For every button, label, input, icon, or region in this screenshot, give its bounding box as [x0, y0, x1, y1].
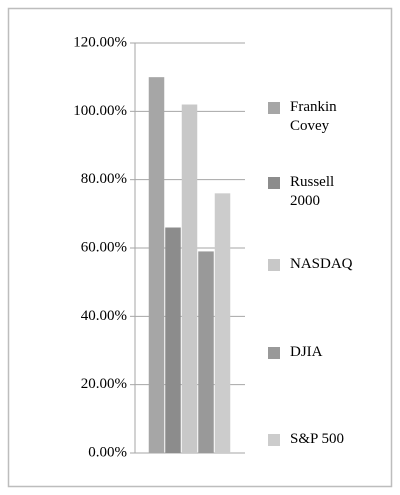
legend-swatch: [268, 259, 280, 271]
bar: [165, 227, 181, 453]
legend-item: DJIA: [268, 343, 378, 362]
legend-label: DJIA: [290, 344, 323, 360]
y-tick-label: 40.00%: [81, 308, 127, 324]
y-tick-label: 60.00%: [81, 239, 127, 255]
y-tick-label: 120.00%: [73, 34, 127, 50]
legend-label: S&P 500: [290, 431, 345, 447]
legend-label: Russell 2000: [290, 174, 335, 209]
legend-item: Frankin Covey: [268, 98, 378, 136]
legend-item: Russell 2000: [268, 173, 378, 211]
legend-label: NASDAQ: [290, 256, 353, 272]
y-tick-label: 0.00%: [88, 444, 127, 460]
legend-item: S&P 500: [268, 430, 378, 449]
y-tick-label: 80.00%: [81, 171, 127, 187]
bar: [198, 251, 214, 453]
legend-swatch: [268, 177, 280, 189]
bar: [148, 77, 165, 454]
bar: [181, 104, 198, 453]
legend-swatch: [268, 434, 280, 446]
legend-label: Frankin Covey: [290, 99, 337, 134]
legend-item: NASDAQ: [268, 255, 378, 274]
bar: [214, 193, 231, 454]
y-tick-label: 100.00%: [73, 103, 127, 119]
y-tick-label: 20.00%: [81, 376, 127, 392]
legend-swatch: [268, 102, 280, 114]
legend-swatch: [268, 347, 280, 359]
